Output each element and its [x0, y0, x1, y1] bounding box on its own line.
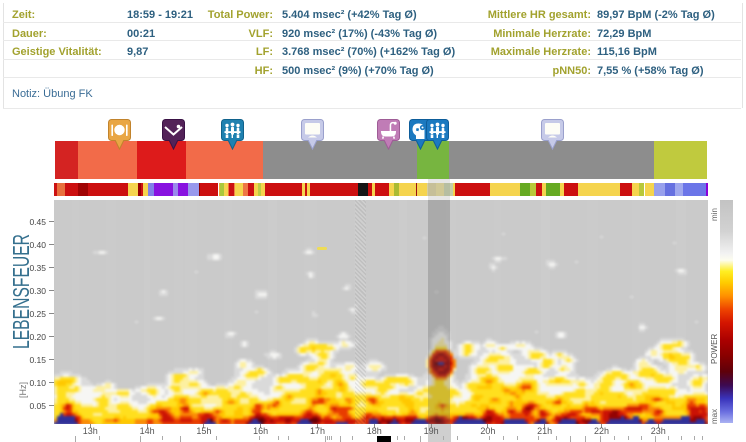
svg-text:LEBENSFEUER: LEBENSFEUER	[8, 234, 34, 349]
